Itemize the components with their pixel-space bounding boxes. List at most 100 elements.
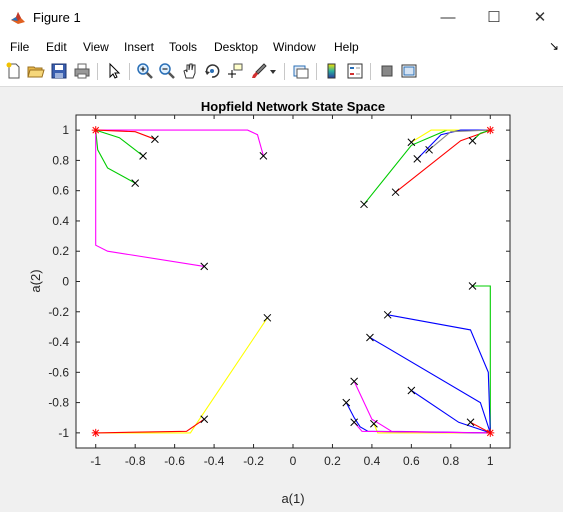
menu-help[interactable]: Help [334, 40, 359, 54]
start-point-marker-3 [131, 179, 140, 187]
y-tick-label: 0.4 [52, 214, 69, 228]
menu-edit[interactable]: Edit [46, 40, 67, 54]
trajectory-line-4 [95, 130, 205, 267]
start-point-marker-6 [407, 138, 416, 147]
figure-canvas: -1 -0.8 -0.6 -0.4 -0.2 0 0.2 0.4 0.6 0.8 1 -1 -0.8 -0… [0, 87, 563, 507]
minimize-button[interactable]: — [440, 9, 456, 26]
window-title: Figure 1 [33, 10, 81, 25]
start-point-marker-1 [151, 135, 159, 144]
trajectory-line-11 [95, 317, 268, 434]
menu-window[interactable]: Window [273, 40, 316, 54]
y-tick-label: -0.6 [48, 365, 69, 379]
trajectory-line-12 [95, 418, 205, 434]
trajectory-line-7 [416, 129, 491, 160]
start-point-marker-11 [263, 313, 272, 322]
matlab-logo-icon [11, 12, 25, 24]
zoom-out-icon[interactable] [158, 62, 176, 80]
colorbar-icon[interactable] [323, 62, 341, 80]
toolbar-separator [129, 63, 130, 80]
maximize-button[interactable]: ☐ [487, 9, 501, 26]
axes-box [75, 114, 511, 449]
menu-file[interactable]: File [10, 40, 30, 54]
zoom-in-icon[interactable] [136, 62, 154, 80]
equilibrium-marker-3 [486, 428, 495, 437]
start-point-marker-8 [425, 145, 433, 154]
toolbar-separator [97, 63, 98, 80]
start-point-marker-12 [200, 415, 209, 424]
start-point-marker-20 [342, 398, 351, 407]
save-icon[interactable] [50, 62, 68, 80]
start-point-marker-13 [468, 282, 477, 290]
x-axis-label: a(1) [281, 491, 304, 506]
equilibrium-marker-0 [91, 126, 100, 135]
figure-toolbar [0, 58, 563, 87]
rotate-3d-icon[interactable] [203, 62, 221, 80]
start-point-marker-0 [259, 152, 268, 160]
start-point-marker-7 [413, 155, 422, 163]
show-plot-tools-icon[interactable] [400, 62, 418, 80]
start-point-marker-17 [466, 418, 475, 427]
trajectory-line-17 [470, 421, 491, 434]
menu-tools[interactable]: Tools [169, 40, 198, 54]
start-point-marker-19 [370, 419, 378, 428]
start-point-marker-21 [350, 418, 359, 427]
legend-icon[interactable] [346, 62, 364, 80]
link-plot-icon[interactable] [292, 62, 310, 80]
trajectory-line-13 [472, 285, 491, 433]
toolbar-separator [370, 63, 371, 80]
x-tick-label: 0.6 [403, 454, 420, 468]
start-point-marker-15 [366, 333, 374, 342]
start-point-marker-14 [383, 310, 392, 319]
menu-overflow-arrow-icon[interactable]: ↘ [549, 39, 560, 53]
start-point-marker-4 [200, 262, 209, 271]
state-space-plot[interactable]: -1 -0.8 -0.6 -0.4 -0.2 0 0.2 0.4 0.6 0.8 1 -1 -0.8 -0… [0, 87, 563, 507]
open-file-icon[interactable] [27, 62, 45, 80]
start-point-marker-9 [391, 188, 400, 197]
x-tick-label: 0.8 [442, 454, 459, 468]
y-tick-label: 0.8 [52, 153, 69, 167]
y-tick-label: 0.2 [52, 244, 69, 258]
x-tick-label: 0.2 [324, 454, 341, 468]
brush-icon[interactable] [250, 62, 268, 80]
close-button[interactable]: ✕ [533, 9, 547, 26]
axes-background [76, 115, 510, 448]
x-tick-label: 0 [290, 454, 297, 468]
start-point-marker-2 [139, 152, 147, 160]
hide-plot-tools-icon[interactable] [378, 62, 396, 80]
y-tick-label: 0 [62, 275, 69, 289]
menu-desktop[interactable]: Desktop [214, 40, 259, 54]
start-point-marker-5 [360, 200, 368, 209]
x-tick-label: -0.2 [243, 454, 264, 468]
trajectory-line-16 [411, 390, 491, 434]
y-tick-label: -0.4 [48, 335, 69, 349]
x-tick-label: 1 [487, 454, 494, 468]
pan-icon[interactable] [181, 62, 199, 80]
menu-bar: File Edit View Insert Tools Desktop Wind… [0, 36, 563, 58]
y-tick-label: 0.6 [52, 184, 69, 198]
y-tick-label: -1 [58, 426, 69, 440]
trajectory-line-0 [95, 129, 264, 157]
equilibrium-marker-2 [91, 428, 100, 437]
trajectory-line-15 [369, 337, 491, 434]
pointer-icon[interactable] [105, 62, 123, 80]
y-tick-label: 1 [62, 123, 69, 137]
trajectory-line-8 [428, 129, 491, 151]
brush-dropdown-icon[interactable] [268, 62, 278, 80]
menu-insert[interactable]: Insert [124, 40, 155, 54]
x-tick-label: -1 [90, 454, 101, 468]
y-tick-label: -0.2 [48, 305, 69, 319]
title-bar: Figure 1 — ☐ ✕ [0, 0, 563, 36]
x-tick-label: -0.4 [204, 454, 225, 468]
menu-view[interactable]: View [83, 40, 109, 54]
print-icon[interactable] [73, 62, 91, 80]
new-figure-icon[interactable] [5, 62, 23, 80]
toolbar-separator [316, 63, 317, 80]
start-point-marker-10 [468, 136, 477, 145]
chart-title: Hopfield Network State Space [201, 99, 385, 114]
x-tick-label: -0.8 [125, 454, 146, 468]
equilibrium-marker-1 [486, 126, 495, 135]
data-cursor-icon[interactable] [226, 62, 244, 80]
trajectory-line-1 [95, 129, 156, 140]
trajectory-line-2 [95, 129, 144, 157]
